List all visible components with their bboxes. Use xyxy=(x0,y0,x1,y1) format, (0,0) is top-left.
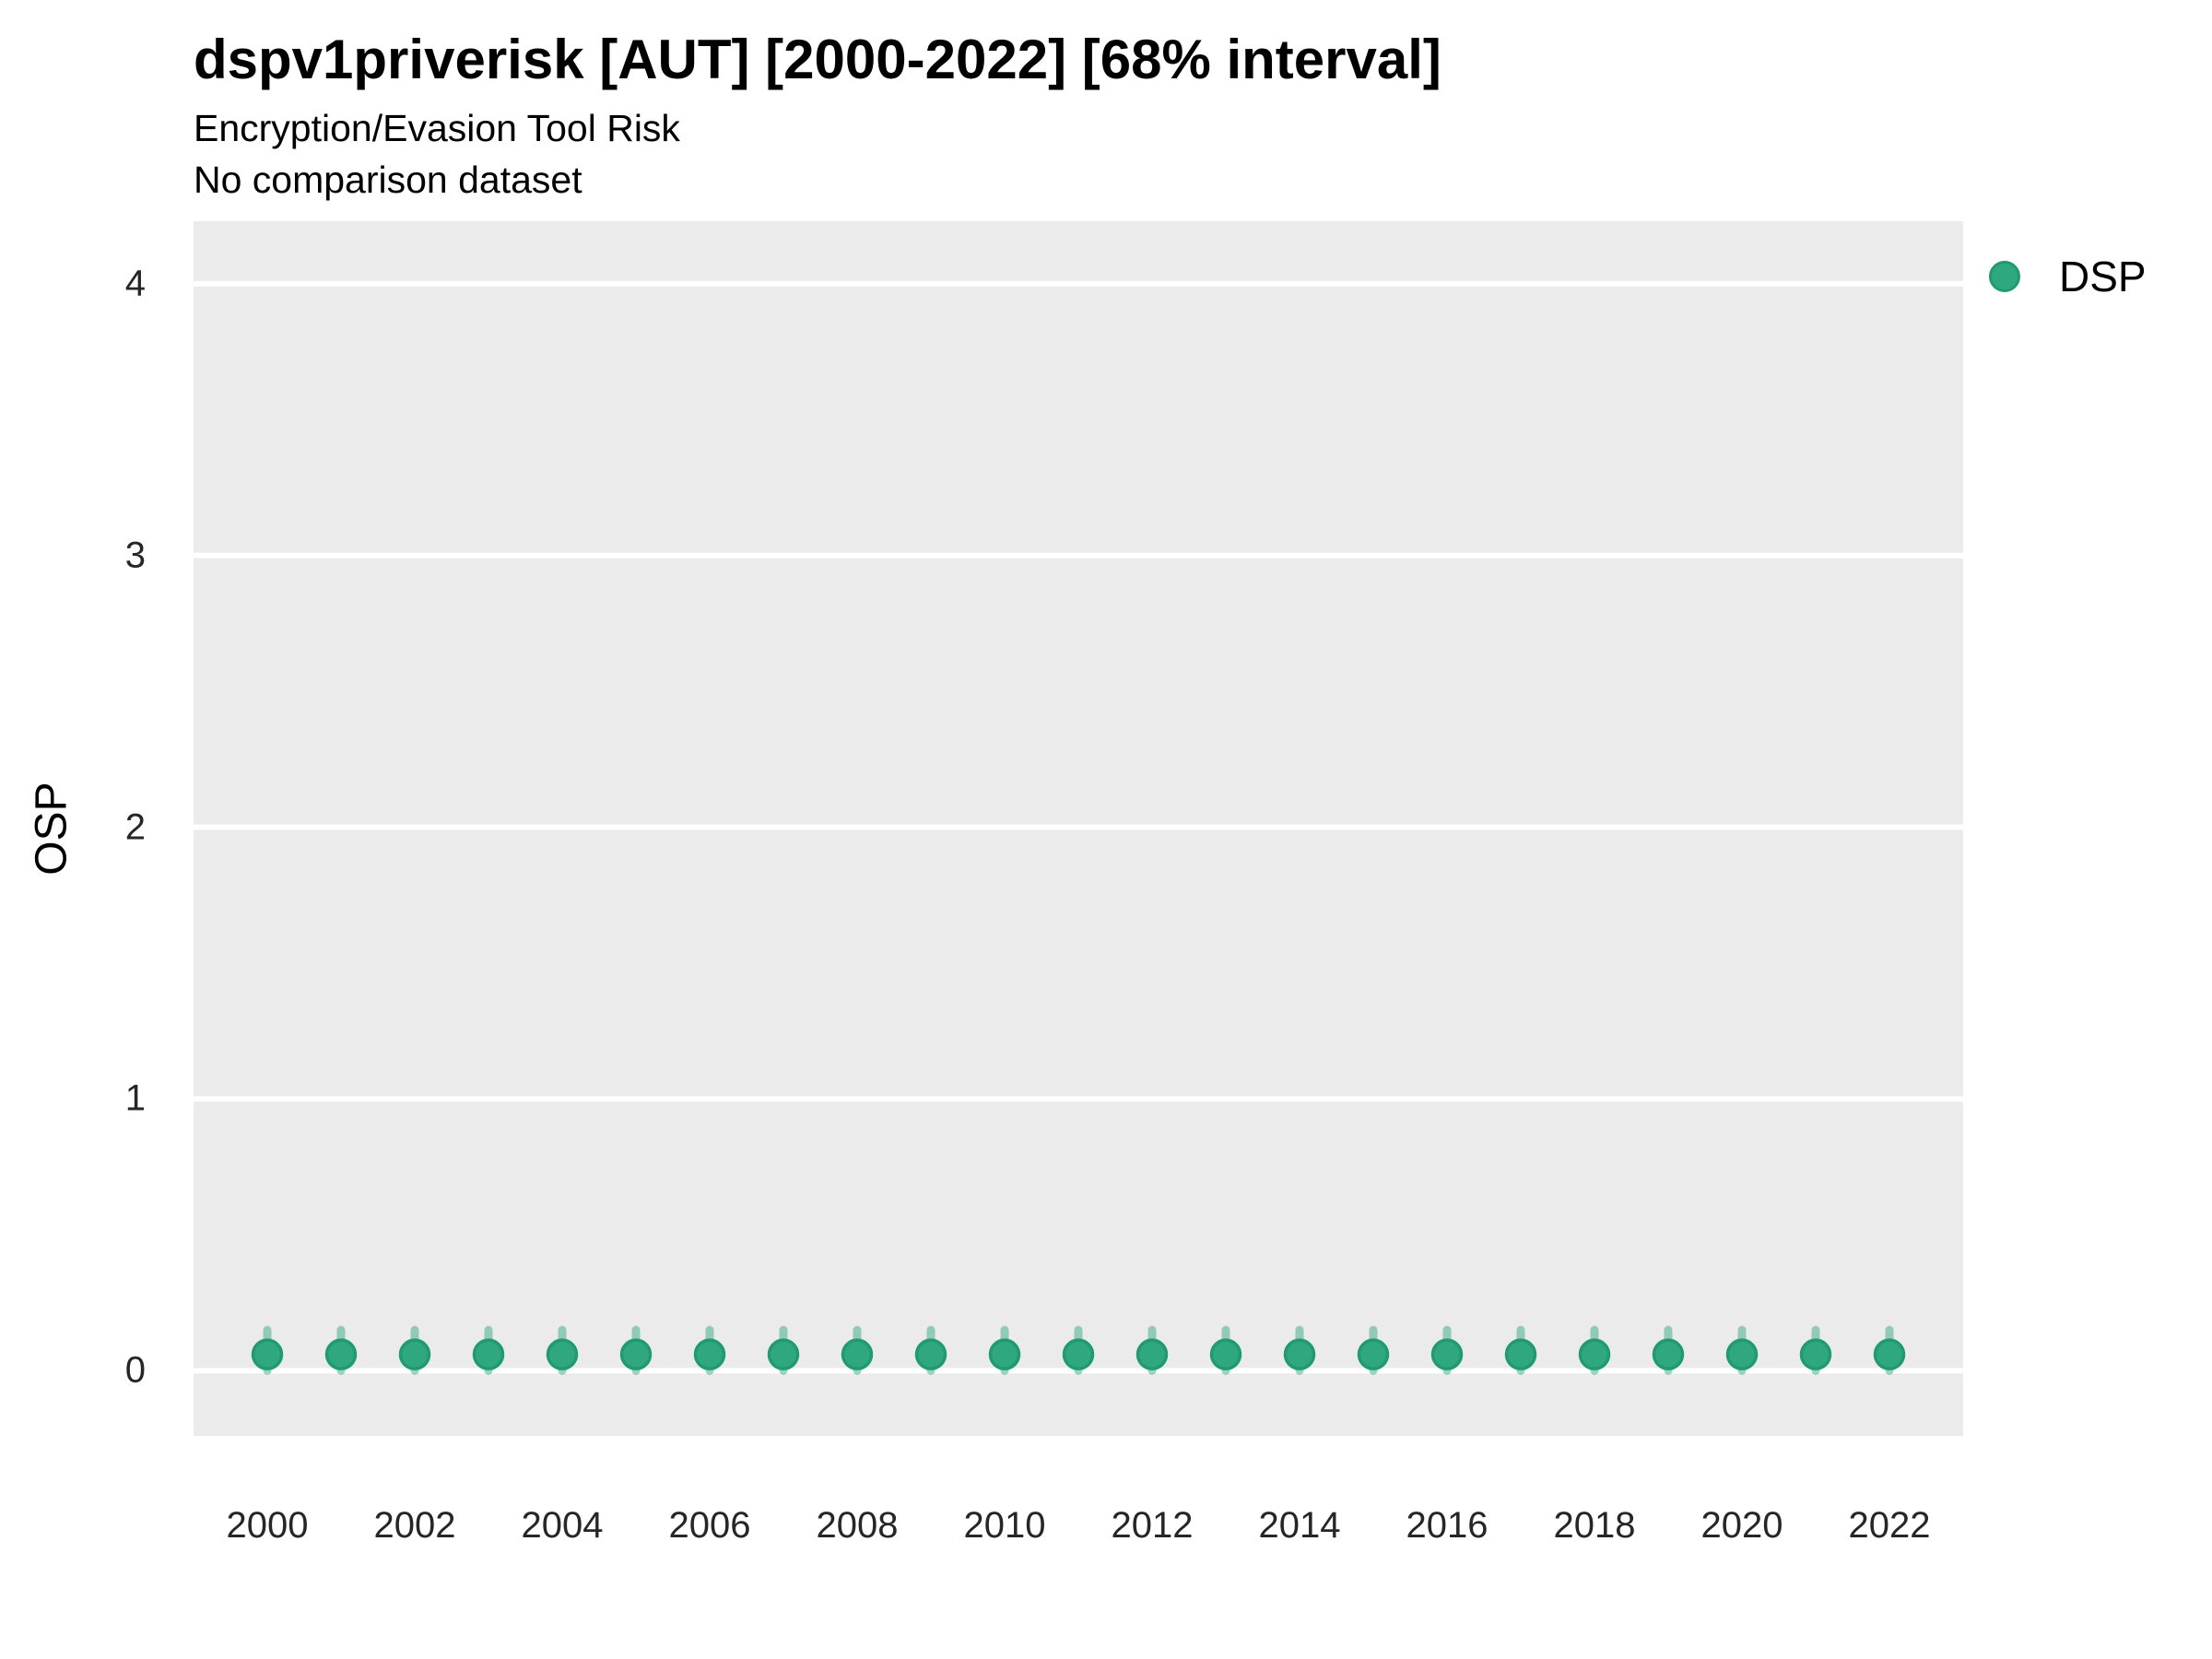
data-point-2011 xyxy=(1062,1338,1095,1371)
data-point-2019 xyxy=(1652,1338,1685,1371)
y-tick-label-4: 4 xyxy=(124,263,146,304)
data-point-2017 xyxy=(1504,1338,1537,1371)
chart-caption: No comparison dataset xyxy=(194,159,582,201)
x-tick-label-2002: 2002 xyxy=(373,1505,456,1546)
legend-entry-dsp: DSP xyxy=(1989,252,2147,301)
data-point-2009 xyxy=(914,1338,947,1371)
x-tick-label-2010: 2010 xyxy=(963,1505,1046,1546)
data-point-2004 xyxy=(546,1338,579,1371)
x-tick-label-2004: 2004 xyxy=(521,1505,604,1546)
y-tick-label-1: 1 xyxy=(124,1077,146,1119)
data-point-2001 xyxy=(324,1338,358,1371)
data-point-2021 xyxy=(1799,1338,1832,1371)
data-point-2007 xyxy=(767,1338,800,1371)
x-tick-label-2012: 2012 xyxy=(1111,1505,1194,1546)
data-point-2002 xyxy=(398,1338,431,1371)
chart-title: dspv1priverisk [AUT] [2000-2022] [68% in… xyxy=(194,29,1441,90)
data-point-2016 xyxy=(1430,1338,1464,1371)
legend-label: DSP xyxy=(2059,253,2147,300)
x-tick-label-2008: 2008 xyxy=(816,1505,899,1546)
chart-subtitle: Encryption/Evasion Tool Risk xyxy=(194,107,680,149)
x-tick-label-2006: 2006 xyxy=(668,1505,751,1546)
x-tick-label-2018: 2018 xyxy=(1553,1505,1636,1546)
y-tick-label-3: 3 xyxy=(124,535,146,576)
legend-point-icon xyxy=(1989,261,2020,292)
data-point-2013 xyxy=(1209,1338,1242,1371)
y-tick-label-0: 0 xyxy=(124,1349,146,1391)
data-point-2015 xyxy=(1357,1338,1390,1371)
x-tick-label-2022: 2022 xyxy=(1848,1505,1931,1546)
data-point-2022 xyxy=(1873,1338,1906,1371)
data-point-2005 xyxy=(619,1338,653,1371)
data-point-2010 xyxy=(988,1338,1021,1371)
y-tick-label-2: 2 xyxy=(124,806,146,848)
data-point-2020 xyxy=(1725,1338,1759,1371)
data-point-2000 xyxy=(251,1338,284,1371)
y-axis-title: OSP xyxy=(27,782,76,876)
data-point-2003 xyxy=(472,1338,505,1371)
x-tick-label-2014: 2014 xyxy=(1258,1505,1341,1546)
data-point-2006 xyxy=(693,1338,726,1371)
data-point-2018 xyxy=(1578,1338,1611,1371)
data-point-2012 xyxy=(1135,1338,1169,1371)
x-tick-label-2020: 2020 xyxy=(1700,1505,1783,1546)
data-point-2014 xyxy=(1283,1338,1316,1371)
data-point-2008 xyxy=(841,1338,874,1371)
x-tick-label-2000: 2000 xyxy=(226,1505,309,1546)
x-tick-label-2016: 2016 xyxy=(1406,1505,1488,1546)
